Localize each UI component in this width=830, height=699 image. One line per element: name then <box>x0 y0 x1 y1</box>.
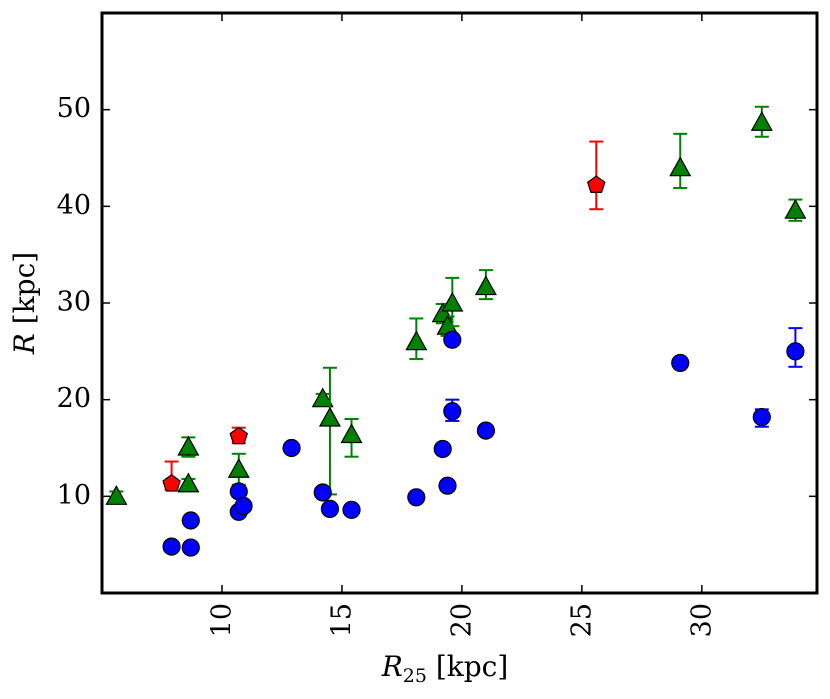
point-blue-circles-12 <box>438 476 457 495</box>
data-marks <box>105 105 807 557</box>
y-axis-symbol: R <box>8 333 41 355</box>
point-blue-circles-16 <box>671 353 690 373</box>
point-green-triangles-5 <box>318 406 341 427</box>
point-blue-circles-8 <box>320 499 340 518</box>
x-tick-label-15: 15 <box>326 603 357 637</box>
point-blue-circles-10 <box>407 488 426 507</box>
point-green-triangles-1 <box>177 435 200 456</box>
y-tick-label-30: 30 <box>57 287 91 318</box>
point-blue-circles-5 <box>234 496 253 516</box>
point-green-triangles-4 <box>311 387 334 408</box>
x-axis-symbol: R <box>381 650 403 683</box>
point-green-triangles-2 <box>177 472 200 493</box>
point-blue-circles-9 <box>342 500 361 519</box>
y-tick-label-50: 50 <box>57 93 91 124</box>
point-green-triangles-0 <box>105 485 128 505</box>
series-red-pentagons <box>162 140 606 492</box>
y-tick-label-10: 10 <box>57 480 91 511</box>
point-green-triangles-11 <box>474 275 497 296</box>
x-tick-label-10: 10 <box>206 603 237 637</box>
y-tick-label-20: 20 <box>57 383 91 414</box>
series-blue-circles <box>162 327 805 557</box>
point-green-triangles-10 <box>441 291 464 312</box>
point-blue-circles-14 <box>443 330 462 349</box>
point-green-triangles-14 <box>784 198 807 219</box>
x-axis-unit: [kpc] <box>427 650 508 683</box>
point-blue-circles-1 <box>181 538 200 557</box>
y-axis-unit: [kpc] <box>8 252 41 333</box>
plot-frame <box>100 11 819 595</box>
point-red-pentagons-2 <box>586 175 606 193</box>
point-red-pentagons-0 <box>162 474 181 492</box>
x-tick-label-25: 25 <box>566 603 597 637</box>
point-blue-circles-18 <box>786 342 805 361</box>
point-green-triangles-12 <box>669 156 692 177</box>
tick-labels: 10 15 20 25 30 10 20 30 40 50 <box>57 93 718 637</box>
point-blue-circles-11 <box>433 439 452 459</box>
point-blue-circles-15 <box>476 421 495 440</box>
point-blue-circles-7 <box>313 483 332 502</box>
series-green-triangles <box>105 105 807 505</box>
point-green-triangles-6 <box>340 423 363 444</box>
point-green-triangles-13 <box>750 110 773 131</box>
y-tick-label-40: 40 <box>57 190 91 221</box>
point-blue-circles-2 <box>181 511 200 530</box>
point-blue-circles-17 <box>752 407 771 427</box>
x-axis-subscript: 25 <box>403 665 427 687</box>
point-blue-circles-0 <box>162 537 181 556</box>
point-red-pentagons-1 <box>229 426 249 445</box>
point-green-triangles-3 <box>227 458 250 478</box>
point-green-triangles-7 <box>405 330 428 351</box>
y-axis-title: R [kpc] <box>8 252 41 355</box>
x-tick-label-30: 30 <box>686 603 717 637</box>
x-tick-label-20: 20 <box>446 603 477 637</box>
point-blue-circles-6 <box>282 438 301 458</box>
x-axis-title: R25 [kpc] <box>381 650 509 687</box>
point-blue-circles-13 <box>443 402 462 421</box>
